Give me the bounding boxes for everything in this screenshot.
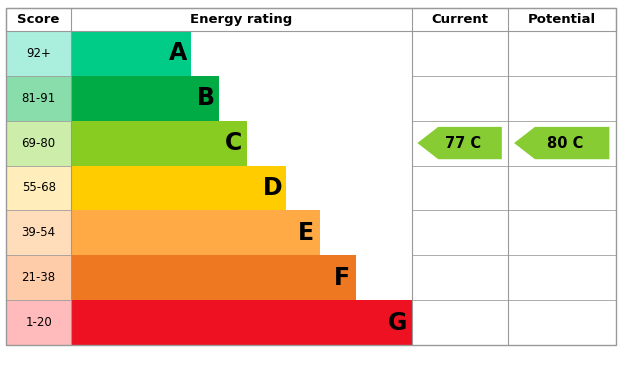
Text: 39-54: 39-54 — [22, 227, 56, 239]
Bar — [71, 121, 247, 166]
Bar — [71, 31, 191, 76]
Bar — [412, 121, 616, 166]
Polygon shape — [417, 127, 502, 159]
Bar — [412, 300, 616, 345]
Text: 69-80: 69-80 — [22, 137, 56, 149]
Bar — [6, 8, 616, 345]
Bar — [412, 210, 616, 255]
Bar — [71, 255, 356, 300]
Bar — [71, 300, 412, 345]
Bar — [6, 255, 71, 300]
Text: Energy rating: Energy rating — [190, 13, 293, 26]
Bar — [6, 76, 71, 121]
Bar — [6, 121, 71, 166]
Bar — [6, 300, 71, 345]
Text: G: G — [388, 311, 408, 335]
Text: 77 C: 77 C — [444, 136, 481, 151]
Text: F: F — [334, 266, 350, 290]
Bar — [71, 210, 319, 255]
Text: 92+: 92+ — [26, 47, 51, 60]
Bar — [412, 31, 616, 76]
Bar — [71, 76, 219, 121]
Bar — [6, 166, 71, 210]
Bar — [71, 166, 286, 210]
Text: 55-68: 55-68 — [22, 182, 56, 194]
Polygon shape — [514, 127, 609, 159]
Text: D: D — [262, 176, 282, 200]
Bar — [412, 255, 616, 300]
Text: 21-38: 21-38 — [22, 271, 56, 284]
Text: C: C — [225, 131, 242, 155]
Bar — [6, 8, 616, 31]
Bar — [412, 76, 616, 121]
Text: B: B — [196, 86, 214, 110]
Text: 81-91: 81-91 — [22, 92, 56, 104]
Text: Score: Score — [17, 13, 60, 26]
Text: A: A — [168, 41, 187, 65]
Text: E: E — [298, 221, 314, 245]
Text: Current: Current — [431, 13, 488, 26]
Bar — [6, 31, 71, 76]
Bar — [6, 210, 71, 255]
Bar — [412, 166, 616, 210]
Text: 1-20: 1-20 — [25, 316, 52, 329]
Text: 80 C: 80 C — [547, 136, 583, 151]
Text: Potential: Potential — [527, 13, 596, 26]
